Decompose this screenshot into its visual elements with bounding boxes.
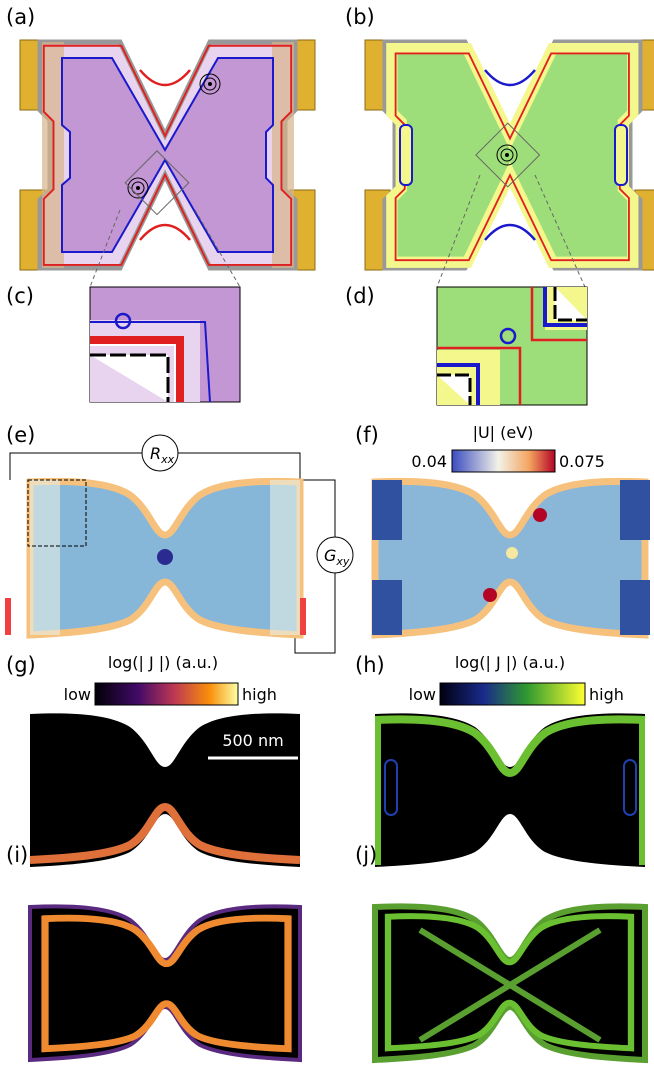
symbol: G bbox=[324, 546, 336, 565]
symbol: R bbox=[150, 444, 161, 463]
colorbar-title: |U| (eV) bbox=[473, 423, 534, 442]
panel-g bbox=[30, 683, 300, 867]
panel-c bbox=[90, 287, 240, 402]
subscript: xy bbox=[335, 555, 350, 568]
colorbar-max: 0.075 bbox=[559, 452, 605, 471]
colorbar-high: high bbox=[589, 685, 624, 704]
panel-a bbox=[20, 40, 315, 287]
colorbar-title: log(| J |) (a.u.) bbox=[455, 653, 565, 672]
colorbar-title: log(| J |) (a.u.) bbox=[108, 653, 218, 672]
panel-b bbox=[365, 40, 654, 287]
panel-label: (g) bbox=[6, 653, 36, 677]
panel-label: (a) bbox=[6, 5, 35, 29]
panel-label: (j) bbox=[355, 843, 377, 867]
subscript: xx bbox=[160, 453, 175, 466]
panel-label: (b) bbox=[345, 5, 375, 29]
panel-label: (h) bbox=[355, 653, 385, 677]
panel-label: (e) bbox=[6, 423, 35, 447]
panel-label: (f) bbox=[355, 423, 379, 447]
scale-bar-label: 500 nm bbox=[222, 731, 283, 750]
panel-h bbox=[375, 683, 645, 867]
figure: (a) (b) (c) (d) (e) (f) (g) (h) (i) (j) … bbox=[0, 0, 654, 1066]
colorbar-low: low bbox=[64, 685, 91, 704]
panel-f bbox=[372, 450, 650, 635]
panel-i bbox=[30, 906, 300, 1060]
page: (a) (b) (c) (d) (e) (f) (g) (h) (i) (j) … bbox=[0, 0, 654, 1066]
colorbar-high: high bbox=[242, 685, 277, 704]
panel-d bbox=[437, 287, 587, 405]
panel-label: (d) bbox=[345, 284, 375, 308]
panel-label: (i) bbox=[6, 843, 28, 867]
panel-e bbox=[5, 435, 353, 653]
panel-j bbox=[375, 906, 645, 1060]
panel-label: (c) bbox=[6, 284, 34, 308]
colorbar-min: 0.04 bbox=[411, 452, 447, 471]
colorbar-low: low bbox=[409, 685, 436, 704]
